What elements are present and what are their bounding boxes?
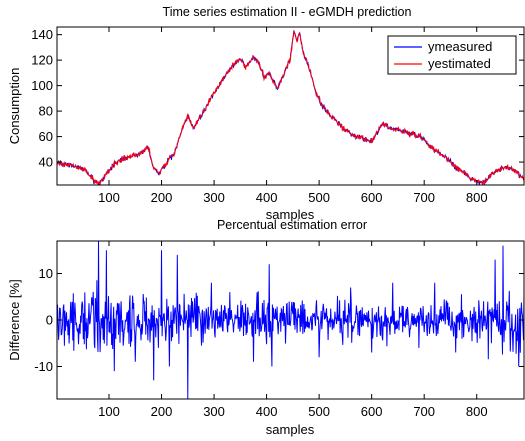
- bottom-chart-title: Percentual estimation error: [217, 218, 367, 232]
- top-chart-xtick-label: 800: [466, 190, 488, 205]
- bottom-chart-ylabel: Difference [%]: [7, 279, 22, 360]
- top-chart-ticks: 100 200 300 400 500 600 700 800 40 60 80 100 120 140: [31, 27, 524, 205]
- bottom-chart-xtick-label: 500: [308, 404, 330, 419]
- bottom-chart-series-group: [57, 241, 524, 399]
- top-chart-series-group: [57, 30, 524, 185]
- series-yestimated-line: [57, 30, 524, 185]
- top-chart-xtick-label: 500: [308, 190, 330, 205]
- top-chart-xtick-label: 200: [151, 190, 173, 205]
- bottom-chart-xtick-label: 400: [256, 404, 278, 419]
- top-chart: Time series estimation II - eGMDH predic…: [7, 5, 525, 222]
- top-chart-xtick-label: 600: [361, 190, 383, 205]
- bottom-chart-ticks: 100 200 300 400 500 600 700 800 -10 0 10: [34, 241, 524, 419]
- legend: ymeasured yestimated: [387, 35, 517, 75]
- top-chart-frame: [56, 26, 525, 186]
- bottom-chart-xlabel: samples: [266, 422, 315, 437]
- legend-label-yestimated: yestimated: [428, 56, 491, 71]
- bottom-chart-xtick-label: 300: [203, 404, 225, 419]
- bottom-chart: Percentual estimation error 100 200 300 400…: [7, 218, 525, 437]
- bottom-chart-xtick-label: 200: [151, 404, 173, 419]
- top-chart-ytick-label: 40: [39, 155, 53, 170]
- legend-box: [387, 35, 517, 75]
- legend-label-ymeasured: ymeasured: [428, 39, 492, 54]
- top-chart-xtick-label: 400: [256, 190, 278, 205]
- bottom-chart-xtick-label: 700: [413, 404, 435, 419]
- top-chart-ytick-label: 120: [31, 53, 53, 68]
- bottom-chart-ytick-label: 0: [46, 313, 53, 328]
- top-chart-ytick-label: 60: [39, 129, 53, 144]
- top-chart-ytick-label: 100: [31, 78, 53, 93]
- top-chart-ytick-label: 140: [31, 27, 53, 42]
- top-chart-title: Time series estimation II - eGMDH predic…: [163, 5, 412, 19]
- bottom-chart-xtick-label: 600: [361, 404, 383, 419]
- series-difference-line: [57, 241, 524, 399]
- top-chart-xtick-label: 100: [98, 190, 120, 205]
- bottom-chart-ytick-label: -10: [34, 359, 53, 374]
- top-chart-xtick-label: 300: [203, 190, 225, 205]
- bottom-chart-xtick-label: 100: [98, 404, 120, 419]
- bottom-chart-xtick-label: 800: [466, 404, 488, 419]
- top-chart-xlabel: samples: [266, 207, 315, 222]
- top-chart-ylabel: Consumption: [7, 68, 22, 145]
- top-chart-ytick-label: 80: [39, 104, 53, 119]
- bottom-chart-ytick-label: 10: [39, 266, 53, 281]
- top-chart-xtick-label: 700: [413, 190, 435, 205]
